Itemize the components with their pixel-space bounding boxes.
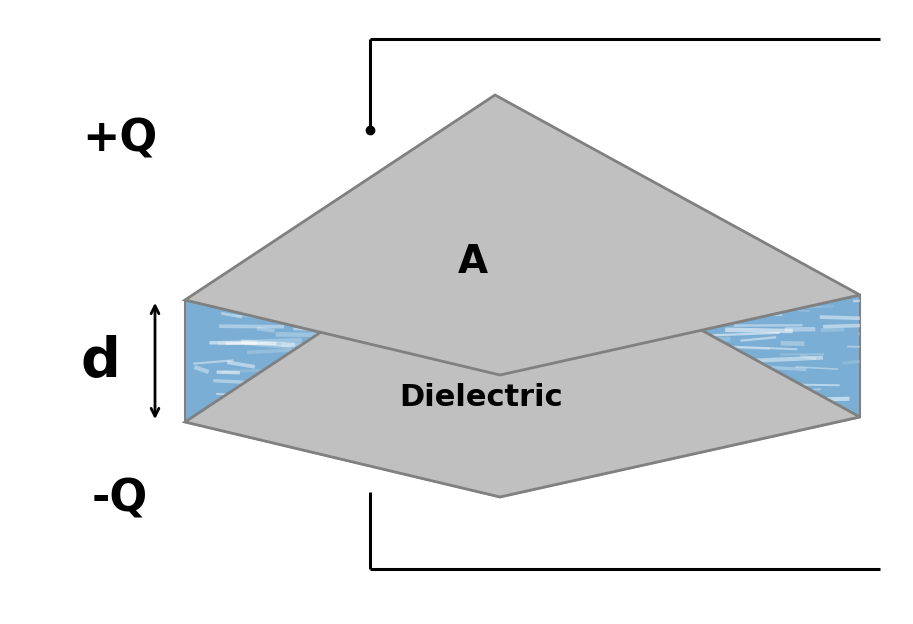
Text: Dielectric: Dielectric xyxy=(400,383,563,412)
Text: d: d xyxy=(80,334,120,388)
Polygon shape xyxy=(185,300,500,497)
Text: +Q: +Q xyxy=(82,117,158,160)
Text: -Q: -Q xyxy=(92,477,148,520)
Polygon shape xyxy=(500,295,860,497)
Polygon shape xyxy=(185,95,860,375)
Text: A: A xyxy=(458,243,488,281)
Polygon shape xyxy=(185,217,860,497)
